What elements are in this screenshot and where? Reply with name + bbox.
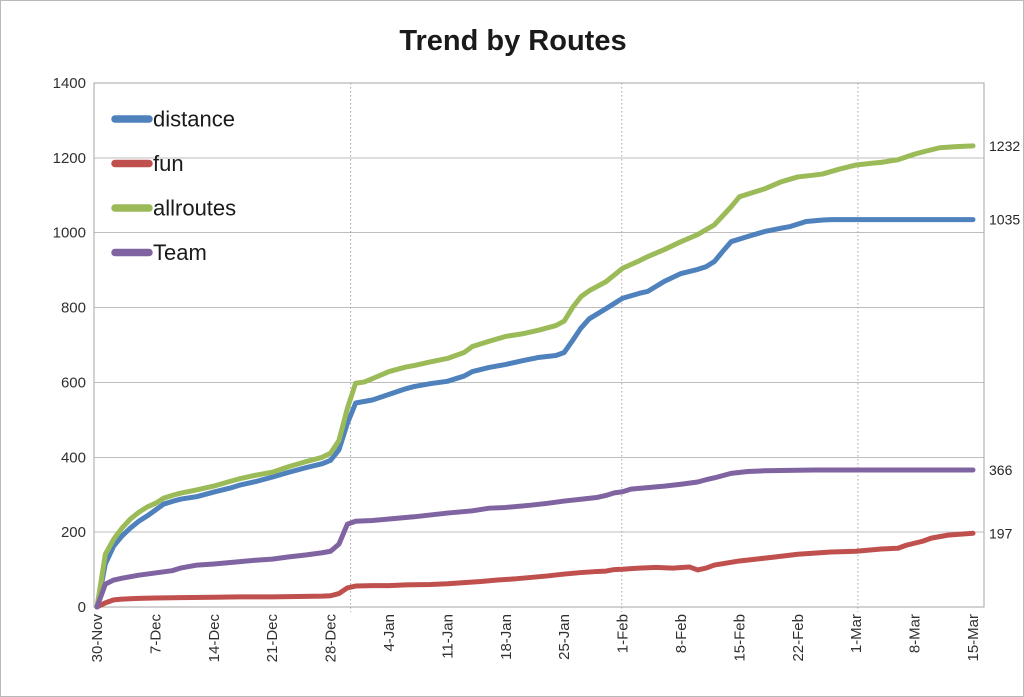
legend-item-allroutes: allroutes [111,196,236,221]
legend-label: Team [153,240,207,265]
x-tick-label: 15-Mar [965,614,982,662]
x-tick-label: 11-Jan [439,614,456,659]
y-tick-label: 0 [78,599,86,616]
x-tick-label: 8-Mar [907,614,924,653]
x-tick-label: 14-Dec [206,614,223,663]
x-tick-label: 30-Nov [89,614,106,663]
x-tick-label: 28-Dec [323,614,340,663]
x-tick-label: 8-Feb [673,614,690,653]
legend-label: fun [153,151,184,176]
legend-label: allroutes [153,196,236,221]
legend-item-Team: Team [111,240,207,265]
plot-border [93,82,985,608]
y-tick-label: 400 [61,449,86,466]
y-tick-label: 1200 [53,150,86,167]
x-tick-label: 21-Dec [264,614,281,663]
x-tick-label: 4-Jan [381,614,398,652]
y-tick-label: 800 [61,300,86,317]
series-line-allroutes [94,143,976,610]
x-tick-label: 1-Feb [615,614,632,653]
x-tick-label: 25-Jan [556,614,573,660]
chart-title: Trend by Routes [399,25,627,57]
y-tick-label: 600 [61,374,86,391]
x-tick-label: 1-Mar [848,614,865,653]
series-line-Team [94,467,976,610]
legend-item-distance: distance [111,107,235,132]
series-line-distance [94,217,976,610]
end-label-distance: 1035 [989,212,1020,228]
y-tick-label: 200 [61,524,86,541]
legend-item-fun: fun [111,151,184,176]
x-tick-label: 22-Feb [790,614,807,662]
end-label-allroutes: 1232 [989,138,1020,154]
y-tick-label: 1000 [53,225,86,242]
x-tick-label: 15-Feb [731,614,748,662]
x-tick-label: 7-Dec [147,614,164,655]
end-label-Team: 366 [989,462,1013,478]
legend-label: distance [153,107,235,132]
end-label-fun: 197 [989,525,1013,541]
x-tick-label: 18-Jan [498,614,515,660]
y-tick-label: 1400 [53,75,86,92]
series-line-fun [94,530,976,610]
